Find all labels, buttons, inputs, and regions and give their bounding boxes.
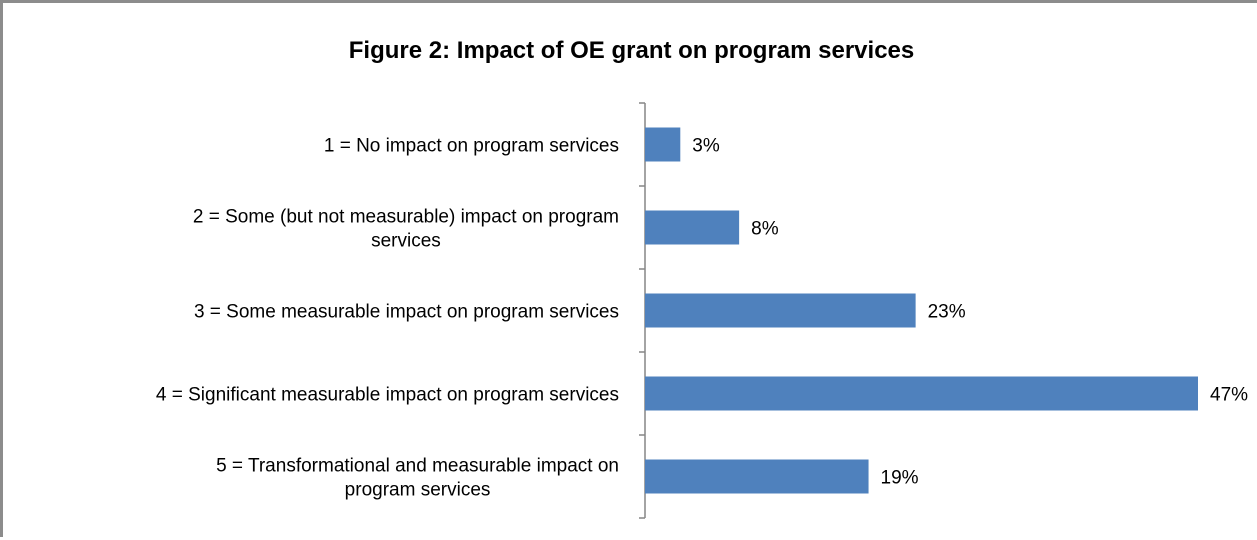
data-label: 8% bbox=[751, 219, 779, 240]
bar bbox=[645, 459, 869, 494]
bar bbox=[645, 293, 916, 328]
category-label: 4 = Significant measurable impact on pro… bbox=[156, 385, 619, 406]
bar bbox=[645, 127, 681, 162]
bar-chart: 3% 1 = No impact on program services 8% 2 =… bbox=[156, 102, 1248, 519]
category-label: 1 = No impact on program services bbox=[324, 136, 619, 157]
bar bbox=[645, 376, 1198, 411]
data-label: 47% bbox=[1210, 385, 1248, 406]
bar bbox=[645, 210, 740, 245]
category-label: 3 = Some measurable impact on program se… bbox=[194, 302, 619, 323]
data-label: 3% bbox=[692, 136, 720, 157]
category-label: 5 = Transformational and measurable impa… bbox=[216, 456, 619, 501]
category-label: 2 = Some (but not measurable) impact on … bbox=[193, 207, 619, 252]
data-label: 23% bbox=[928, 302, 966, 323]
chart-title: Figure 2: Impact of OE grant on program … bbox=[348, 37, 915, 64]
data-label: 19% bbox=[881, 468, 919, 489]
